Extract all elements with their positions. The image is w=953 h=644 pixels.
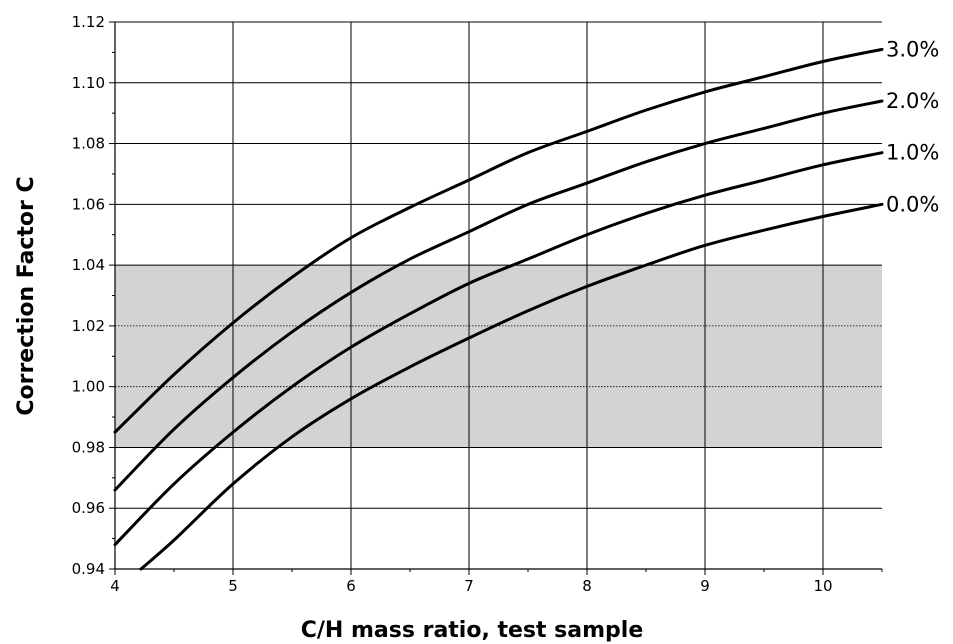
x-axis-title: C/H mass ratio, test sample <box>301 618 644 643</box>
x-tick-label: 4 <box>110 577 120 595</box>
y-tick-label: 1.06 <box>72 195 105 213</box>
shaded-band <box>115 265 882 448</box>
series-label: 2.0% <box>886 89 939 113</box>
y-tick-label: 1.08 <box>72 135 105 153</box>
series-line-20 <box>113 99 884 492</box>
series-line-00 <box>139 202 884 571</box>
x-tick-label: 7 <box>464 577 474 595</box>
y-tick-label: 1.00 <box>72 378 105 396</box>
y-axis-title: Correction Factor C <box>14 176 39 415</box>
y-tick-label: 0.98 <box>72 438 105 456</box>
x-tick-label: 9 <box>700 577 710 595</box>
series-label: 0.0% <box>886 192 939 216</box>
x-tick-label: 8 <box>582 577 592 595</box>
y-tick-label: 0.94 <box>72 560 105 578</box>
x-tick-label: 10 <box>813 577 832 595</box>
series-label: 3.0% <box>886 37 939 61</box>
y-tick-label: 1.12 <box>72 13 105 31</box>
y-tick-label: 1.02 <box>72 317 105 335</box>
series-line-30 <box>113 47 884 434</box>
y-tick-label: 1.04 <box>72 256 105 274</box>
series-label: 1.0% <box>886 141 939 165</box>
x-tick-label: 6 <box>346 577 356 595</box>
x-tick-label: 5 <box>228 577 238 595</box>
series-line-10 <box>113 151 884 547</box>
y-tick-label: 1.10 <box>72 74 105 92</box>
y-tick-label: 0.96 <box>72 499 105 517</box>
